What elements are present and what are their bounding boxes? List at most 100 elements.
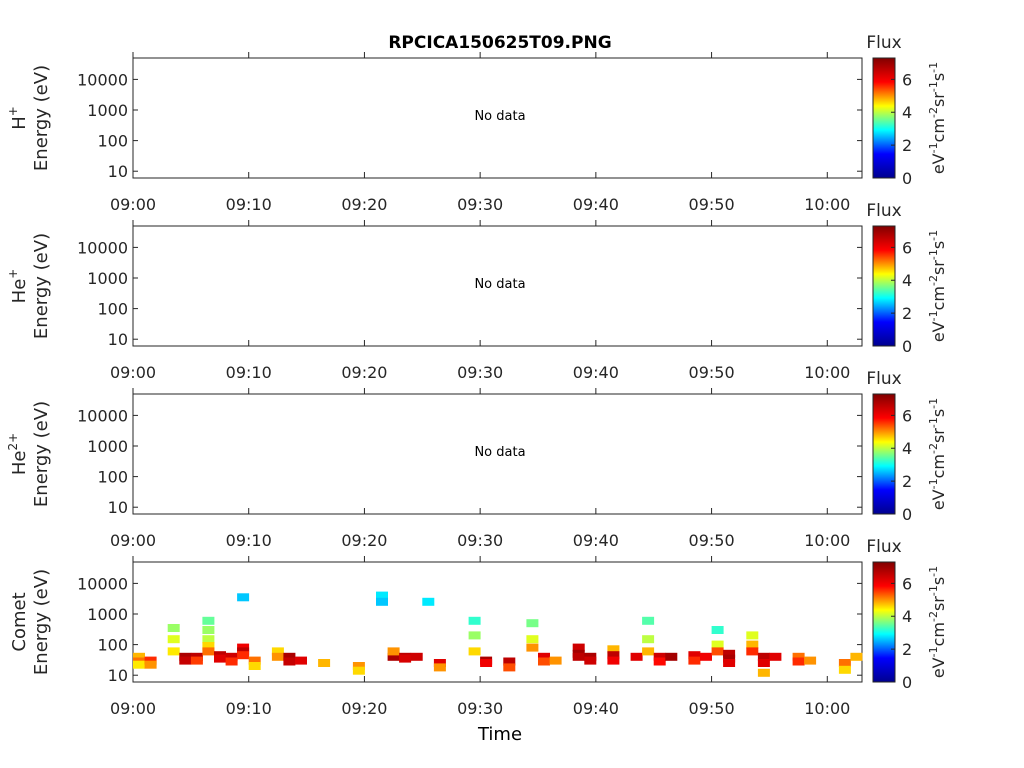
species-label: Comet	[9, 592, 30, 651]
plot-area	[132, 57, 863, 179]
colorbar-tick-label: 2	[902, 472, 912, 491]
x-tick-label: 09:10	[226, 531, 272, 550]
colorbar-tick-label: 4	[902, 607, 912, 626]
heatmap-cell	[248, 656, 261, 665]
x-tick-label: 09:00	[110, 195, 156, 214]
heatmap-cell	[642, 647, 655, 656]
colorbar-tick-label: 4	[902, 439, 912, 458]
heatmap-cell	[723, 654, 736, 663]
x-tick-label: 09:10	[226, 363, 272, 382]
heatmap-cell	[387, 647, 400, 656]
heatmap-cell	[271, 647, 284, 656]
heatmap-cell	[757, 659, 770, 667]
heatmap-cell	[190, 656, 203, 665]
heatmap-cell	[283, 652, 296, 661]
x-tick-label: 09:50	[689, 195, 735, 214]
figure-title: RPCICA150625T09.PNG	[388, 33, 611, 53]
heatmap-cell	[202, 647, 215, 656]
heatmap-cell	[572, 652, 585, 661]
x-tick-label: 09:50	[689, 363, 735, 382]
heatmap-cell	[352, 666, 365, 675]
heatmap-cell	[688, 651, 701, 660]
y-tick-label: 10	[108, 666, 128, 685]
heatmap-cell	[202, 635, 215, 644]
colorbar-tick-label: 6	[902, 70, 912, 89]
heatmap-cell	[757, 668, 770, 677]
colorbar-tick-label: 0	[902, 169, 912, 188]
x-tick-label: 09:40	[573, 363, 619, 382]
colorbar	[872, 561, 896, 683]
x-tick-label: 10:00	[804, 699, 850, 718]
heatmap-cell	[526, 635, 539, 644]
colorbar-tick-label: 2	[902, 640, 912, 659]
heatmap-cell	[271, 652, 284, 661]
colorbar	[872, 57, 896, 179]
heatmap-cell	[746, 631, 759, 640]
no-data-message: No data	[474, 109, 525, 124]
heatmap-cell	[376, 597, 388, 606]
panel-4: 10000 1000 100 10 09:00 09:10 09:20 09:30 09:40 0…	[9, 537, 948, 718]
heatmap-cell	[711, 640, 724, 649]
heatmap-cell	[144, 656, 157, 665]
plot-area	[132, 561, 863, 683]
y-tick-label: 1000	[87, 101, 128, 120]
heatmap-cell	[468, 631, 481, 640]
colorbar-tick-label: 6	[902, 406, 912, 425]
heatmap-cell	[202, 642, 215, 650]
heatmap-cell	[549, 656, 562, 665]
no-data-message: No data	[474, 445, 525, 460]
y-tick-label: 100	[97, 468, 128, 487]
colorbar-tick-label: 0	[902, 505, 912, 524]
colorbar-tick-label: 2	[902, 136, 912, 155]
heatmap-cell	[422, 597, 435, 606]
heatmap-cell	[202, 616, 215, 625]
heatmap-cell	[665, 652, 678, 661]
x-tick-label: 09:00	[110, 363, 156, 382]
colorbar-unit-label: eV-1cm-2sr-1s-1	[927, 566, 948, 678]
panel-1: 10000 1000 100 10 09:00 09:10 09:20 09:30 09:40 0…	[6, 33, 948, 214]
y-axis-label-group: He2+ Energy (eV)	[6, 401, 52, 507]
heatmap-cell	[283, 657, 296, 666]
heatmap-cell	[133, 660, 145, 669]
colorbar-tick-label: 2	[902, 304, 912, 323]
x-tick-label: 09:20	[341, 531, 387, 550]
x-tick-label: 09:10	[226, 699, 272, 718]
x-tick-label: 09:40	[573, 699, 619, 718]
plot-area	[132, 225, 863, 347]
x-tick-label: 09:30	[457, 195, 503, 214]
heatmap-cell	[653, 657, 666, 666]
heatmap-cell	[225, 657, 238, 666]
x-tick-label: 10:00	[804, 363, 850, 382]
heatmap-cell	[433, 659, 446, 667]
y-tick-label: 1000	[87, 437, 128, 456]
colorbar-tick-label: 4	[902, 271, 912, 290]
heatmap-cell	[538, 652, 550, 661]
y-tick-label: 10000	[77, 238, 128, 257]
heatmap-cell	[607, 651, 620, 660]
y-tick-label: 100	[97, 636, 128, 655]
colorbar-title: Flux	[866, 537, 901, 557]
x-tick-label: 09:00	[110, 699, 156, 718]
x-tick-label: 09:10	[226, 195, 272, 214]
y-tick-label: 1000	[87, 269, 128, 288]
heatmap-cell	[480, 659, 493, 667]
panel-2: 10000 1000 100 10 09:00 09:10 09:20 09:30 09:40 0…	[6, 201, 948, 382]
heatmap-cell	[642, 635, 655, 644]
y-tick-label: 10	[108, 498, 128, 517]
heatmap-cell	[133, 652, 145, 661]
colorbar-tick-label: 0	[902, 673, 912, 692]
heatmap-cell	[607, 656, 620, 665]
heatmap-cell	[584, 656, 597, 665]
y-tick-label: 10000	[77, 574, 128, 593]
heatmap-cell	[237, 593, 250, 602]
x-tick-label: 10:00	[804, 195, 850, 214]
x-tick-label: 09:00	[110, 531, 156, 550]
heatmap-cell	[202, 626, 215, 634]
heatmap-cell	[850, 652, 863, 661]
heatmap-cell	[838, 665, 851, 674]
y-tick-label: 10	[108, 330, 128, 349]
colorbar-unit-label: eV-1cm-2sr-1s-1	[927, 398, 948, 510]
heatmap-cell	[214, 654, 226, 663]
heatmap-cell	[387, 652, 400, 661]
